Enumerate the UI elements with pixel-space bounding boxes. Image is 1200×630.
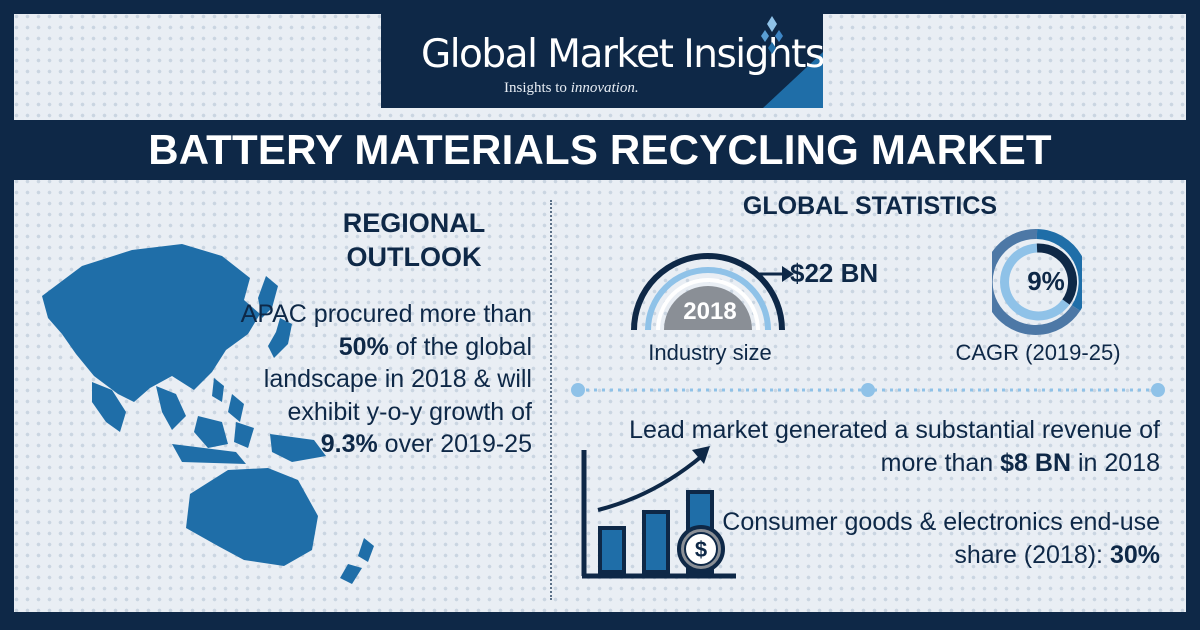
brand-name: Global Market Insights	[421, 32, 823, 77]
title-band: BATTERY MATERIALS RECYCLING MARKET	[14, 120, 1186, 180]
donut-icon	[992, 228, 1082, 335]
frame-right	[1186, 0, 1200, 630]
dollar-coin-icon: $	[677, 525, 725, 573]
asia-pacific-map-icon	[42, 244, 374, 584]
brand-tagline: Insights to innovation.	[504, 80, 639, 96]
logo-accent	[763, 52, 823, 108]
industry-value: $22 BN	[790, 258, 879, 288]
regional-heading: REGIONAL OUTLOOK	[342, 208, 486, 272]
industry-year: 2018	[683, 298, 737, 325]
gauge-icon	[631, 253, 785, 331]
diamond-logo-icon	[761, 16, 783, 54]
lead-market-text: Lead market generated a substantial reve…	[629, 416, 1160, 477]
section-divider	[550, 200, 552, 600]
consumer-share-text: Consumer goods & electronics end-use sha…	[722, 508, 1160, 569]
global-stats-heading: GLOBAL STATISTICS	[742, 192, 998, 220]
frame-left	[0, 0, 14, 630]
arrow-right-icon	[754, 266, 794, 282]
frame-top	[0, 0, 1200, 14]
frame-bottom	[0, 612, 1200, 630]
cagr-label: CAGR (2019-25)	[955, 340, 1121, 365]
regional-text: APAC procured more than 50% of the globa…	[240, 300, 532, 458]
brand-header: Global Market Insights Insights to innov…	[381, 14, 823, 108]
industry-label: Industry size	[648, 340, 772, 365]
page-title: BATTERY MATERIALS RECYCLING MARKET	[148, 126, 1052, 173]
svg-text:$: $	[695, 537, 707, 562]
cagr-value: 9%	[1027, 266, 1065, 296]
dotted-connector	[571, 383, 1165, 397]
